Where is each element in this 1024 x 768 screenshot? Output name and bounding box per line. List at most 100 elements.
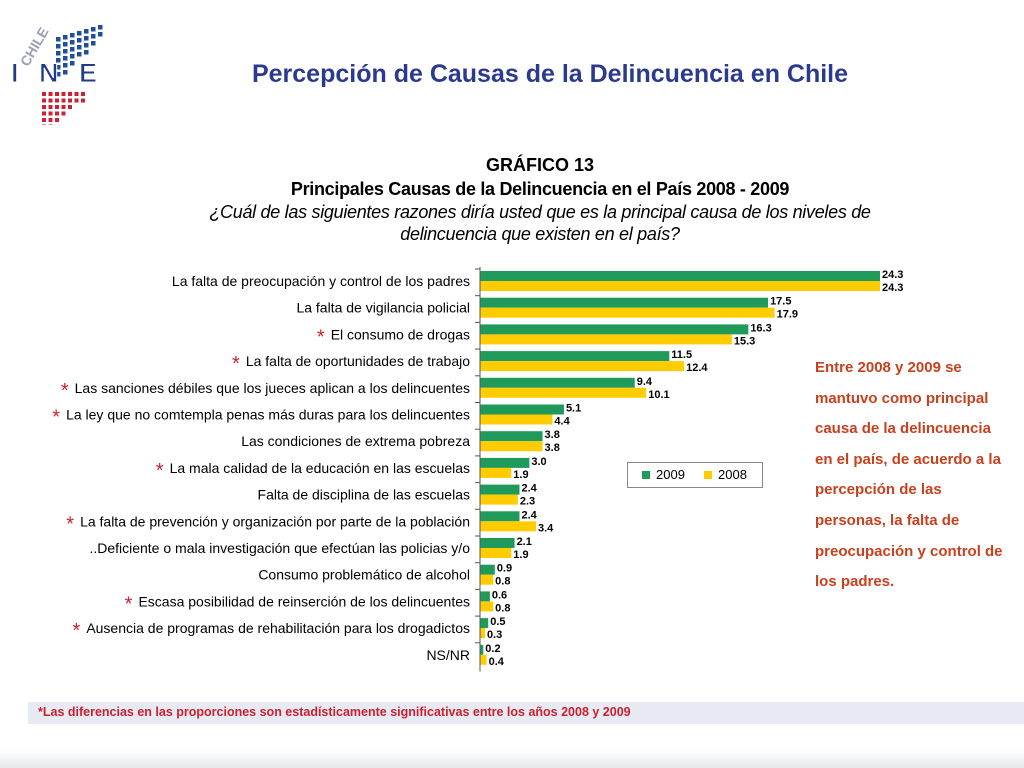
category-label-3: La falta de oportunidades de trabajo — [246, 353, 470, 369]
logo-dot — [56, 65, 61, 70]
logo-dot-red — [61, 92, 66, 96]
value-label-2008-1: 17.9 — [777, 309, 798, 321]
side-note: Entre 2008 y 2009 se mantuvo como princi… — [815, 359, 1003, 591]
bar-2009-2 — [480, 324, 749, 335]
bottom-strip — [0, 750, 1024, 768]
logo-dot — [84, 36, 89, 41]
logo-dot-red — [42, 111, 46, 116]
chart-legend: 2009 2008 — [627, 462, 763, 488]
bar-2009-13 — [480, 618, 489, 629]
value-label-2009-4: 9.4 — [637, 376, 653, 388]
logo-dot — [63, 63, 68, 68]
logo-dot — [56, 44, 61, 49]
logo-dot-red — [55, 98, 59, 103]
category-label-9: La falta de prevención y organización po… — [80, 513, 470, 529]
logo-dot — [84, 50, 89, 55]
value-label-2009-13: 0.5 — [490, 616, 505, 628]
logo-dot — [77, 38, 82, 43]
category-label-0: La falta de preocupación y control de lo… — [172, 273, 470, 289]
significance-marker-7: * — [156, 460, 164, 482]
logo-dot — [84, 29, 89, 34]
value-label-2008-2: 15.3 — [734, 335, 755, 347]
logo-dot-red — [68, 92, 72, 96]
logo-dot-red — [42, 105, 46, 109]
value-label-2009-6: 3.8 — [545, 429, 560, 441]
logo-dot-red — [55, 111, 59, 116]
significance-marker-4: * — [61, 380, 69, 402]
footnote-bar — [28, 702, 1024, 724]
value-label-2008-10: 1.9 — [513, 549, 528, 561]
logo-dot — [98, 25, 103, 30]
logo-dot — [84, 43, 89, 48]
logo-dot-red — [55, 92, 59, 96]
bar-2009-7 — [480, 457, 530, 468]
significance-marker-3: * — [232, 353, 240, 375]
logo-dot-red — [61, 111, 66, 116]
category-label-1: La falta de vigilancia policial — [296, 300, 470, 316]
logo-dot — [63, 42, 68, 47]
logo-dot — [63, 70, 68, 75]
bar-2008-12 — [480, 601, 494, 612]
category-label-13: Ausencia de programas de rehabilitación … — [86, 620, 470, 636]
footnote: *Las diferencias en las proporciones son… — [38, 705, 631, 719]
bar-2008-10 — [480, 548, 512, 558]
bar-2009-10 — [480, 538, 515, 548]
logo-dot — [91, 41, 96, 46]
category-label-5: La ley que no comtempla penas más duras … — [66, 407, 470, 423]
legend-swatch-2009 — [642, 471, 650, 479]
category-label-7: La mala calidad de la educación en las e… — [170, 460, 470, 476]
logo-dot-red — [81, 98, 85, 103]
category-label-2: El consumo de drogas — [331, 326, 470, 342]
logo-dot-red — [68, 98, 72, 103]
logo-dot — [56, 51, 61, 56]
logo-dot-red — [42, 92, 46, 96]
logo-dot-red — [48, 124, 53, 125]
logo-dot — [77, 45, 82, 50]
value-label-2008-0: 24.3 — [882, 282, 903, 294]
value-label-2008-13: 0.3 — [487, 629, 502, 641]
bar-2008-14 — [480, 654, 487, 665]
logo-dot — [63, 35, 68, 40]
bar-2009-0 — [480, 271, 880, 281]
logo-dot-red — [55, 105, 59, 109]
bar-2008-6 — [480, 441, 543, 452]
logo-dot-red — [48, 92, 53, 96]
bar-2009-11 — [480, 564, 495, 575]
value-label-2008-6: 3.8 — [545, 442, 560, 454]
value-label-2009-2: 16.3 — [750, 322, 771, 334]
chart-title: GRÁFICO 13 — [485, 155, 595, 175]
bar-2009-8 — [480, 484, 520, 495]
bar-2008-1 — [480, 307, 775, 318]
logo-dot-red — [48, 98, 53, 103]
logo-dot-red — [48, 111, 53, 116]
value-label-2009-14: 0.2 — [485, 643, 500, 655]
value-label-2008-11: 0.8 — [495, 576, 510, 588]
logo-dot — [98, 32, 103, 37]
value-label-2008-4: 10.1 — [648, 389, 669, 401]
logo-dot — [63, 49, 68, 54]
bar-2009-4 — [480, 377, 635, 388]
bar-2009-12 — [480, 591, 490, 602]
chart-subtitle: Principales Causas de la Delincuencia en… — [290, 179, 790, 199]
value-label-2009-5: 5.1 — [566, 403, 581, 415]
bar-2008-13 — [480, 628, 485, 639]
value-label-2008-12: 0.8 — [495, 602, 510, 614]
bar-2008-11 — [480, 574, 494, 585]
category-label-11: Consumo problemático de alcohol — [258, 567, 470, 583]
value-label-2009-3: 11.5 — [671, 349, 692, 361]
significance-marker-9: * — [66, 513, 74, 535]
legend-label-2008: 2008 — [718, 467, 747, 482]
bar-2008-7 — [480, 467, 512, 478]
logo-dot-red — [48, 105, 53, 109]
bar-2008-3 — [480, 361, 685, 372]
value-label-2008-14: 0.4 — [489, 656, 505, 668]
bar-2009-1 — [480, 297, 769, 308]
legend-swatch-2008 — [704, 471, 712, 479]
logo-dot — [77, 31, 82, 36]
logo-dot — [56, 72, 61, 77]
value-label-2008-8: 2.3 — [520, 496, 535, 508]
legend-label-2009: 2009 — [656, 467, 685, 482]
logo-dot — [91, 27, 96, 32]
significance-marker-5: * — [52, 407, 60, 429]
